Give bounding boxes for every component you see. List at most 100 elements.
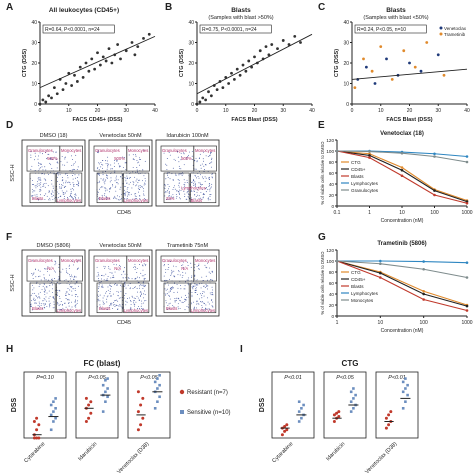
gate-lymphocytes — [123, 282, 150, 314]
event-dot — [138, 173, 140, 175]
event-dot — [165, 289, 167, 291]
series-line — [336, 260, 468, 307]
event-dot — [127, 284, 129, 286]
event-dot — [181, 187, 183, 189]
event-dot — [139, 157, 141, 159]
resistant-point — [35, 416, 39, 420]
y-tick-label: 0 — [331, 314, 334, 319]
event-dot — [100, 281, 102, 283]
event-dot — [45, 169, 47, 171]
event-dot — [187, 196, 189, 198]
event-dot — [179, 168, 181, 170]
event-dot — [77, 300, 78, 302]
chart-subtitle: (Samples with blast >50%) — [208, 15, 273, 21]
x-tick-label: 20 — [407, 108, 413, 114]
event-dot — [178, 192, 180, 194]
event-dot — [197, 284, 199, 286]
event-dot — [69, 274, 70, 276]
event-dot — [65, 279, 67, 281]
event-dot — [183, 183, 185, 185]
event-dot — [198, 195, 200, 197]
event-dot — [102, 199, 103, 201]
plot-title: Trametinib 75nM — [167, 243, 208, 249]
event-dot — [98, 188, 100, 190]
event-dot — [143, 175, 145, 177]
event-dot — [168, 193, 170, 195]
event-dot — [55, 152, 57, 153]
event-dot — [143, 302, 145, 304]
gate-blasts — [96, 172, 123, 204]
event-dot — [119, 196, 121, 198]
event-dot — [110, 277, 112, 279]
event-dot — [55, 262, 57, 264]
gate-lymphocytes — [123, 172, 150, 204]
event-dot — [197, 194, 198, 196]
data-point — [253, 55, 256, 59]
y-tick-label: 60 — [329, 281, 335, 286]
plot-title: DMSO (18) — [40, 133, 68, 139]
event-dot — [46, 195, 48, 197]
data-point — [264, 45, 268, 48]
event-dot — [128, 191, 130, 193]
event-dot — [205, 304, 207, 306]
event-dot — [111, 302, 113, 304]
event-dot — [184, 298, 186, 300]
event-dot — [58, 277, 60, 279]
event-dot — [106, 198, 107, 200]
event-dot — [33, 272, 35, 274]
event-dot — [59, 298, 61, 300]
resistant-point — [32, 420, 36, 423]
event-dot — [78, 259, 80, 261]
event-dot — [187, 277, 189, 279]
event-dot — [123, 189, 125, 191]
event-dot — [171, 271, 173, 273]
event-dot — [37, 308, 39, 310]
data-point — [379, 259, 382, 263]
event-dot — [40, 182, 42, 184]
event-dot — [67, 182, 69, 184]
sensitive-point — [404, 377, 407, 380]
y-axis-label: % of viable cells relative to DMSO — [320, 141, 325, 205]
event-dot — [115, 179, 117, 181]
event-dot — [33, 287, 35, 289]
event-dot — [68, 299, 70, 301]
event-dot — [98, 173, 100, 175]
gate-blasts — [163, 172, 190, 204]
event-dot — [189, 151, 190, 153]
event-dot — [74, 305, 76, 307]
event-dot — [140, 305, 142, 307]
event-dot — [208, 271, 210, 273]
event-dot — [98, 197, 100, 199]
event-dot — [143, 263, 145, 265]
gate-lymphocytes — [56, 282, 83, 314]
data-point — [73, 73, 76, 77]
y-tick-label: 80 — [329, 270, 335, 275]
event-dot — [173, 275, 175, 277]
event-dot — [143, 293, 144, 295]
event-dot — [198, 198, 200, 200]
event-dot — [165, 293, 167, 295]
event-dot — [138, 189, 140, 190]
event-dot — [135, 298, 137, 299]
legend-marker — [439, 32, 443, 36]
event-dot — [31, 188, 33, 190]
event-dot — [133, 299, 135, 301]
event-dot — [113, 302, 115, 304]
event-dot — [62, 193, 64, 195]
event-dot — [110, 304, 112, 306]
event-dot — [111, 272, 113, 274]
event-dot — [68, 305, 70, 307]
event-dot — [166, 158, 168, 159]
event-dot — [98, 298, 100, 300]
event-dot — [74, 194, 76, 195]
event-dot — [185, 299, 187, 301]
event-dot — [67, 272, 69, 274]
event-dot — [76, 269, 78, 271]
event-dot — [113, 162, 115, 164]
data-point — [232, 78, 236, 81]
event-dot — [208, 197, 210, 199]
sensitive-point — [300, 407, 303, 410]
data-point — [215, 88, 219, 92]
event-dot — [56, 191, 58, 193]
event-dot — [49, 305, 51, 306]
